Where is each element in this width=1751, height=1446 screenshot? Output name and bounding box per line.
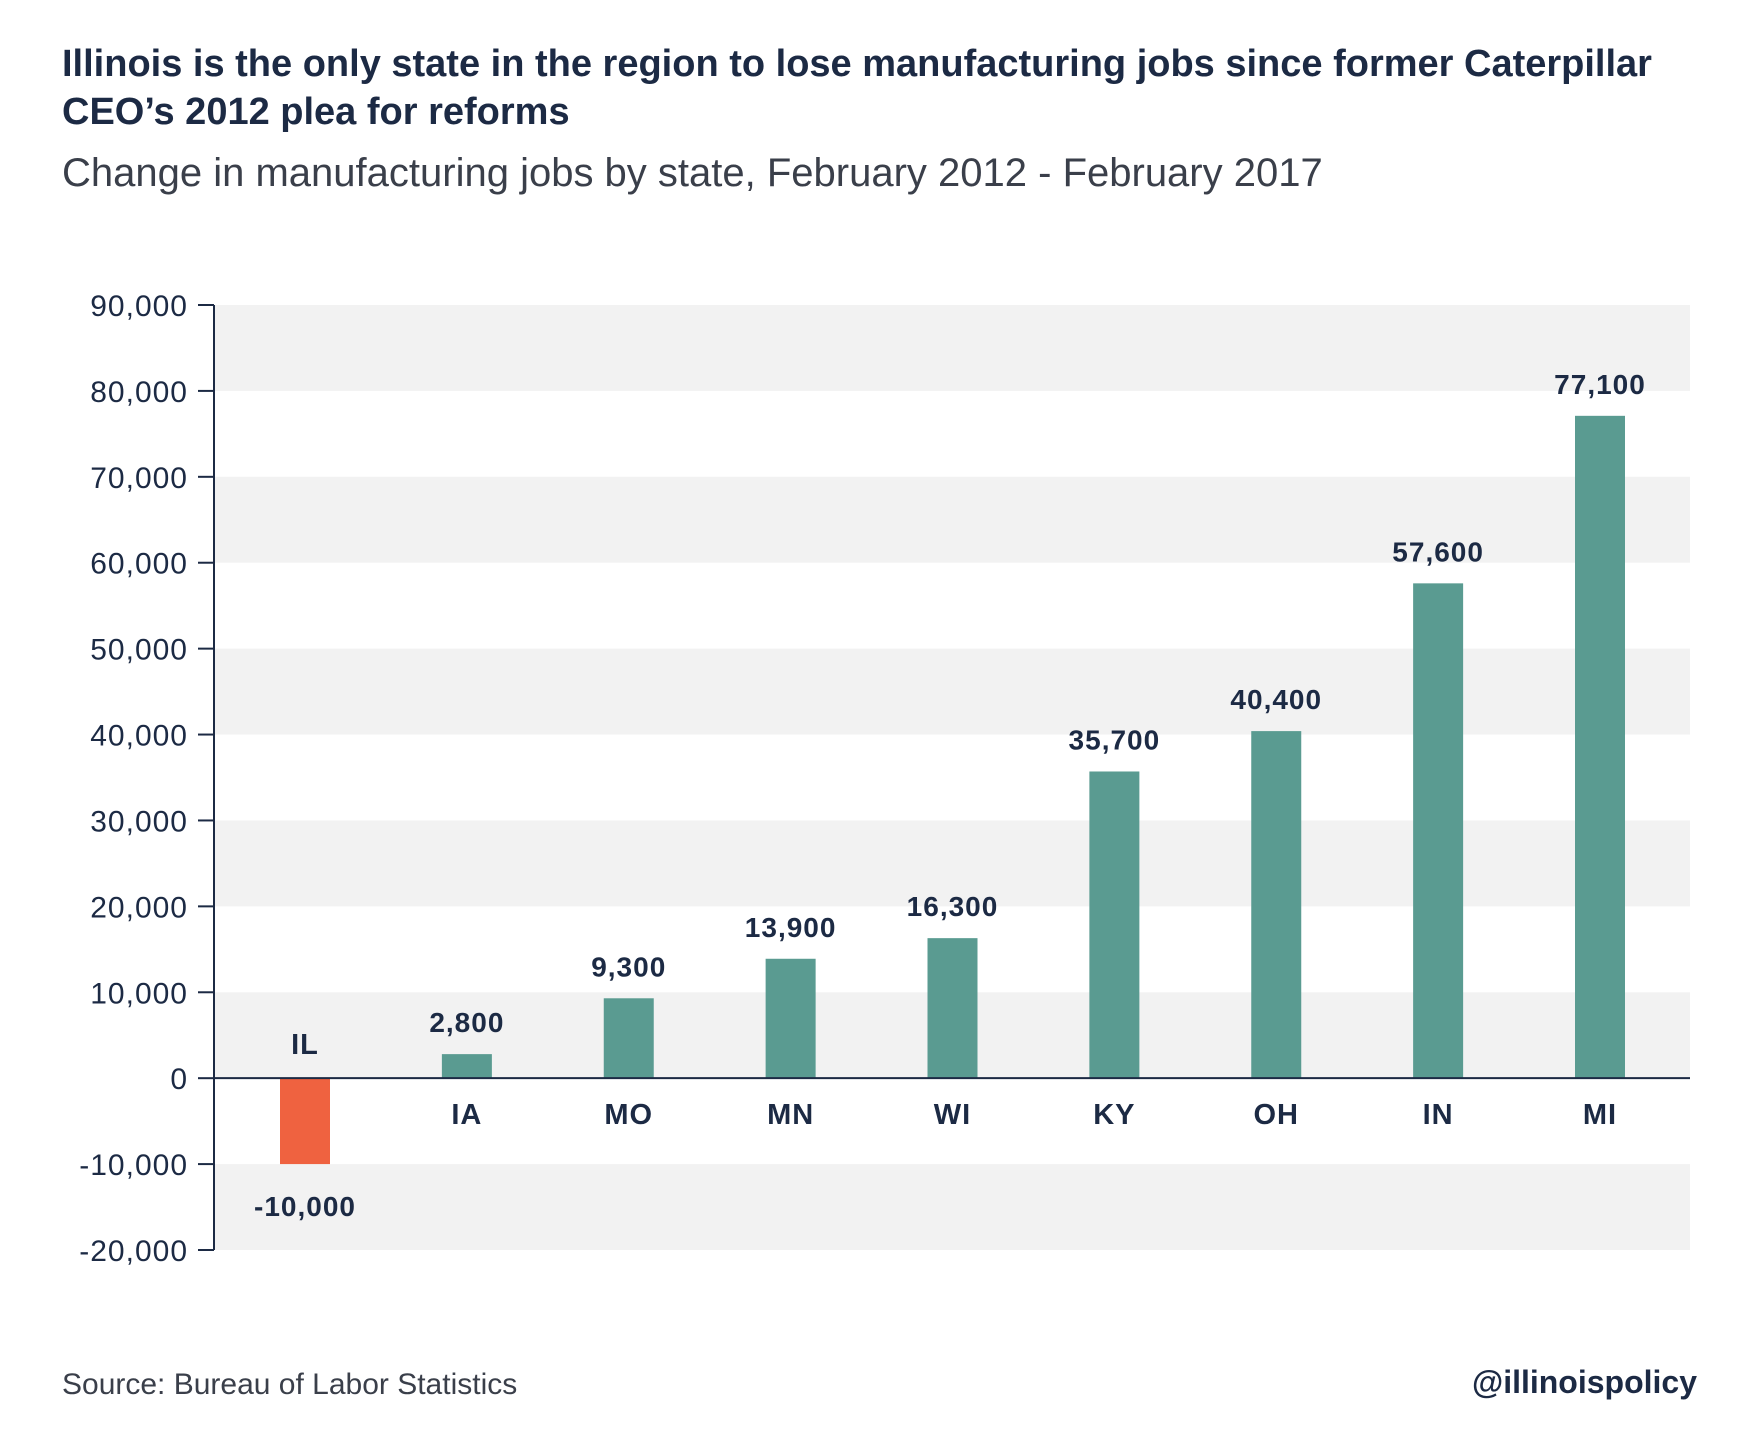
category-label-ia: IA bbox=[451, 1099, 482, 1131]
bar-oh bbox=[1251, 731, 1302, 1079]
grid-band bbox=[214, 648, 1690, 735]
bar-mo bbox=[603, 998, 654, 1079]
y-tick-label: -20,000 bbox=[79, 1235, 188, 1268]
value-label-wi: 16,300 bbox=[907, 891, 999, 922]
y-tick-label: 0 bbox=[170, 1063, 188, 1096]
category-label-in: IN bbox=[1423, 1099, 1454, 1131]
category-label-oh: OH bbox=[1254, 1099, 1300, 1131]
category-labels: IL IA MO MN WI KY OH IN MI bbox=[291, 1029, 1617, 1131]
y-tick-label: 10,000 bbox=[90, 977, 188, 1010]
y-tick-label: 80,000 bbox=[90, 376, 188, 409]
value-labels: -10,000 2,800 9,300 13,900 16,300 35,700 40,40… bbox=[254, 369, 1646, 1222]
chart-subtitle: Change in manufacturing jobs by state, F… bbox=[62, 151, 1323, 195]
y-axis-ticks: 90,000 80,000 70,000 60,000 50,000 40,000 30,0… bbox=[79, 290, 214, 1268]
category-label-il: IL bbox=[291, 1029, 319, 1061]
value-label-il: -10,000 bbox=[254, 1191, 356, 1222]
y-tick-label: 20,000 bbox=[90, 891, 188, 924]
y-tick-label: 90,000 bbox=[90, 290, 188, 323]
category-label-mo: MO bbox=[604, 1099, 653, 1131]
category-label-ky: KY bbox=[1093, 1099, 1135, 1131]
bars bbox=[280, 415, 1625, 1165]
bar-ky bbox=[1089, 771, 1140, 1079]
y-tick-label: 40,000 bbox=[90, 720, 188, 753]
bar-mn bbox=[765, 958, 816, 1079]
bar-in bbox=[1413, 583, 1464, 1079]
value-label-mo: 9,300 bbox=[591, 951, 666, 982]
bar-il bbox=[280, 1078, 330, 1165]
y-tick-label: 30,000 bbox=[90, 805, 188, 838]
grid-band bbox=[214, 476, 1690, 563]
bar-wi bbox=[927, 938, 978, 1079]
value-label-ia: 2,800 bbox=[429, 1007, 504, 1038]
category-label-mn: MN bbox=[767, 1099, 814, 1131]
y-tick-label: -10,000 bbox=[79, 1149, 188, 1182]
source-note: Source: Bureau of Labor Statistics bbox=[62, 1368, 518, 1401]
y-tick-label: 70,000 bbox=[90, 462, 188, 495]
grid-band bbox=[214, 305, 1690, 391]
category-label-wi: WI bbox=[934, 1099, 971, 1131]
value-label-in: 57,600 bbox=[1392, 536, 1484, 567]
chart-title: Illinois is the only state in the region… bbox=[62, 43, 1652, 133]
value-label-mi: 77,100 bbox=[1554, 369, 1646, 400]
social-handle: @illinoispolicy bbox=[1471, 1364, 1697, 1400]
grid-band bbox=[214, 1164, 1690, 1250]
value-label-mn: 13,900 bbox=[745, 912, 837, 943]
category-label-mi: MI bbox=[1583, 1099, 1617, 1131]
value-label-oh: 40,400 bbox=[1230, 684, 1322, 715]
bar-ia bbox=[441, 1054, 492, 1079]
y-tick-label: 60,000 bbox=[90, 548, 188, 581]
bar-mi bbox=[1575, 415, 1625, 1079]
y-tick-label: 50,000 bbox=[90, 634, 188, 667]
value-label-ky: 35,700 bbox=[1069, 724, 1161, 755]
